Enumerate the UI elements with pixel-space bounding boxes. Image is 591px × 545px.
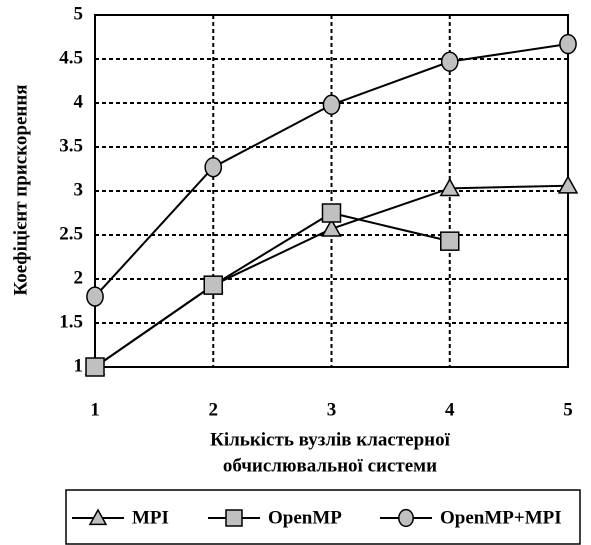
y-tick-label: 2.5 bbox=[59, 223, 83, 244]
marker bbox=[321, 203, 342, 223]
marker bbox=[86, 286, 104, 307]
x-axis-label: обчислювальної системи bbox=[223, 455, 437, 476]
marker bbox=[322, 94, 341, 115]
marker bbox=[439, 177, 461, 197]
marker bbox=[321, 218, 342, 237]
y-tick-label: 5 bbox=[74, 3, 84, 24]
x-axis-label: Кількість вузлів кластерної bbox=[210, 429, 451, 450]
marker bbox=[559, 33, 577, 55]
y-tick-label: 3 bbox=[74, 179, 84, 200]
x-tick-label: 2 bbox=[209, 399, 219, 420]
marker bbox=[440, 51, 459, 72]
y-tick-label: 4 bbox=[74, 91, 84, 112]
marker bbox=[203, 275, 223, 295]
y-tick-label: 1.5 bbox=[59, 311, 83, 332]
legend-label: OpenMP+MPI bbox=[440, 507, 562, 528]
x-tick-label: 1 bbox=[90, 399, 100, 420]
marker bbox=[557, 175, 579, 194]
marker bbox=[85, 357, 105, 377]
x-tick-label: 5 bbox=[563, 399, 573, 420]
y-tick-label: 2 bbox=[74, 267, 84, 288]
y-tick-label: 4.5 bbox=[59, 47, 83, 68]
x-tick-label: 4 bbox=[445, 399, 455, 420]
legend-label: OpenMP bbox=[268, 507, 342, 528]
x-tick-label: 3 bbox=[327, 399, 337, 420]
y-axis-label: Коефіцієнт прискорення bbox=[10, 84, 31, 295]
marker bbox=[225, 509, 243, 527]
legend-box bbox=[65, 489, 581, 545]
y-tick-label: 1 bbox=[74, 355, 84, 376]
marker bbox=[204, 157, 223, 178]
series-line bbox=[94, 211, 450, 368]
legend-label: MPI bbox=[132, 507, 169, 528]
y-tick-label: 3.5 bbox=[59, 135, 83, 156]
marker bbox=[440, 231, 460, 251]
marker bbox=[398, 508, 414, 528]
marker bbox=[88, 508, 108, 526]
